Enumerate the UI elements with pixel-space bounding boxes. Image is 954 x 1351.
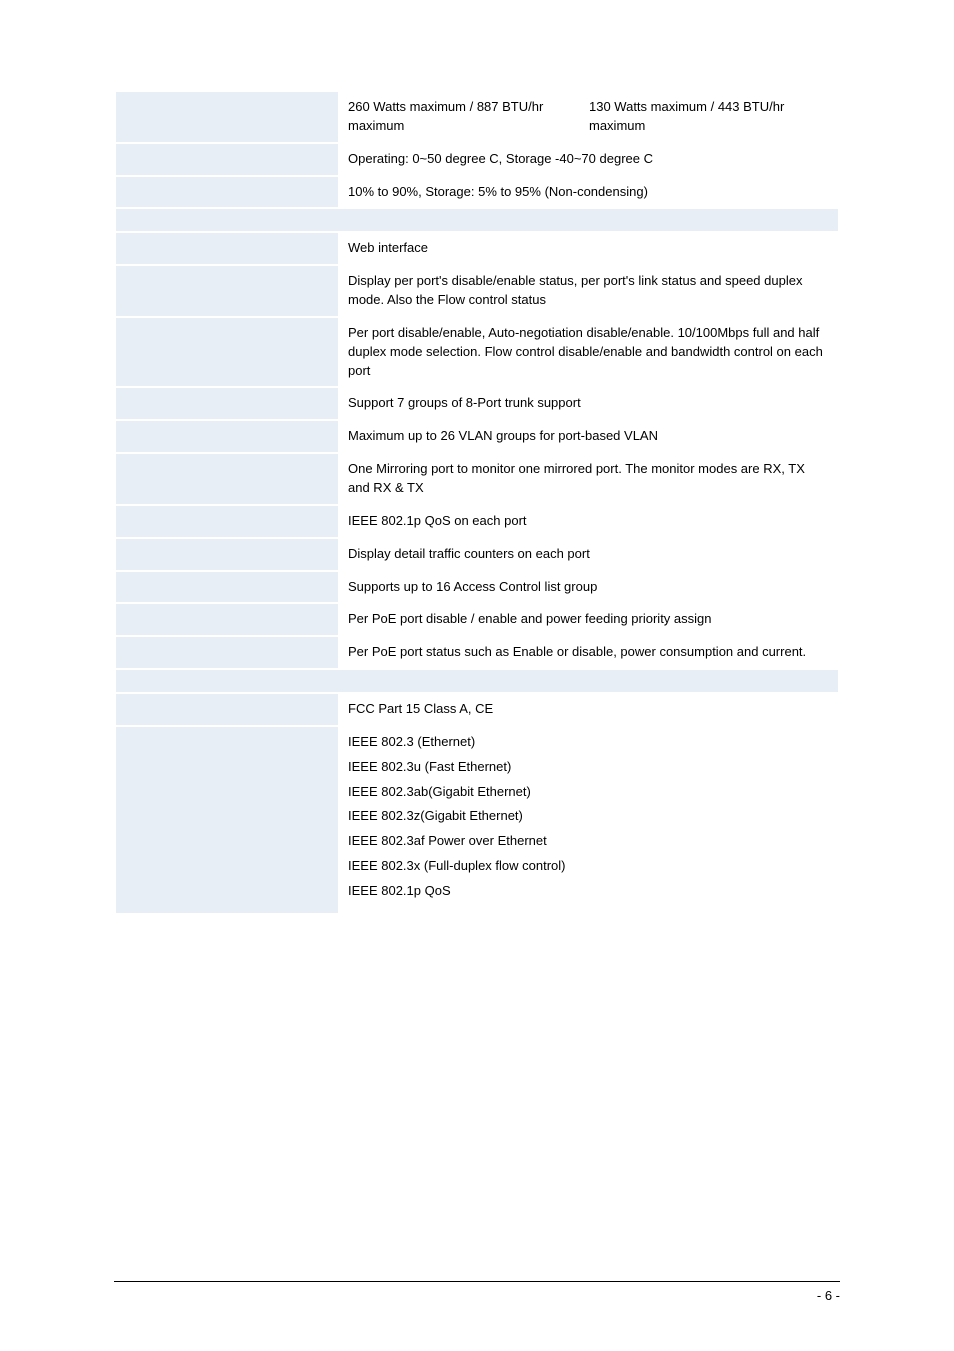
label-cell xyxy=(115,232,339,265)
spec-table: 260 Watts maximum / 887 BTU/hr maximum 1… xyxy=(114,90,840,915)
value-cell: FCC Part 15 Class A, CE xyxy=(339,693,839,726)
table-row: One Mirroring port to monitor one mirror… xyxy=(115,453,839,505)
table-row: IEEE 802.1p QoS on each port xyxy=(115,505,839,538)
table-row: Per PoE port disable / enable and power … xyxy=(115,603,839,636)
table-row: Support 7 groups of 8-Port trunk support xyxy=(115,387,839,420)
label-cell xyxy=(115,176,339,209)
label-cell xyxy=(115,571,339,604)
value-cell: Per port disable/enable, Auto-negotiatio… xyxy=(339,317,839,388)
standards-list: IEEE 802.3 (Ethernet) IEEE 802.3u (Fast … xyxy=(348,733,830,901)
value-cell: Web interface xyxy=(339,232,839,265)
label-cell xyxy=(115,538,339,571)
table-row: Per PoE port status such as Enable or di… xyxy=(115,636,839,669)
section-header-row xyxy=(115,669,839,693)
value-cell: Support 7 groups of 8-Port trunk support xyxy=(339,387,839,420)
table-row: IEEE 802.3 (Ethernet) IEEE 802.3u (Fast … xyxy=(115,726,839,914)
label-cell xyxy=(115,91,339,143)
power-col2: 130 Watts maximum / 443 BTU/hr maximum xyxy=(589,98,830,136)
value-cell: Operating: 0~50 degree C, Storage -40~70… xyxy=(339,143,839,176)
list-item: IEEE 802.3x (Full-duplex flow control) xyxy=(348,857,830,876)
label-cell xyxy=(115,636,339,669)
table-row: 260 Watts maximum / 887 BTU/hr maximum 1… xyxy=(115,91,839,143)
list-item: IEEE 802.3af Power over Ethernet xyxy=(348,832,830,851)
page-number: - 6 - xyxy=(817,1288,840,1303)
list-item: IEEE 802.3 (Ethernet) xyxy=(348,733,830,752)
table-row: Supports up to 16 Access Control list gr… xyxy=(115,571,839,604)
page-container: 260 Watts maximum / 887 BTU/hr maximum 1… xyxy=(0,0,954,915)
page-footer: - 6 - xyxy=(114,1281,840,1303)
table-row: Web interface xyxy=(115,232,839,265)
label-cell xyxy=(115,143,339,176)
label-cell xyxy=(115,505,339,538)
table-row: Operating: 0~50 degree C, Storage -40~70… xyxy=(115,143,839,176)
label-cell xyxy=(115,603,339,636)
label-cell xyxy=(115,453,339,505)
list-item: IEEE 802.3u (Fast Ethernet) xyxy=(348,758,830,777)
table-row: Per port disable/enable, Auto-negotiatio… xyxy=(115,317,839,388)
list-item: IEEE 802.1p QoS xyxy=(348,882,830,901)
label-cell xyxy=(115,317,339,388)
label-cell xyxy=(115,726,339,914)
section-header-cell xyxy=(115,669,839,693)
value-cell: Per PoE port status such as Enable or di… xyxy=(339,636,839,669)
label-cell xyxy=(115,420,339,453)
list-item: IEEE 802.3z(Gigabit Ethernet) xyxy=(348,807,830,826)
power-col1: 260 Watts maximum / 887 BTU/hr maximum xyxy=(348,98,589,136)
section-header-row xyxy=(115,208,839,232)
table-row: Maximum up to 26 VLAN groups for port-ba… xyxy=(115,420,839,453)
value-cell: Maximum up to 26 VLAN groups for port-ba… xyxy=(339,420,839,453)
list-item: IEEE 802.3ab(Gigabit Ethernet) xyxy=(348,783,830,802)
table-row: Display per port's disable/enable status… xyxy=(115,265,839,317)
table-row: FCC Part 15 Class A, CE xyxy=(115,693,839,726)
value-cell: 260 Watts maximum / 887 BTU/hr maximum 1… xyxy=(339,91,839,143)
section-header-cell xyxy=(115,208,839,232)
value-cell: IEEE 802.3 (Ethernet) IEEE 802.3u (Fast … xyxy=(339,726,839,914)
value-cell: One Mirroring port to monitor one mirror… xyxy=(339,453,839,505)
value-cell: Display per port's disable/enable status… xyxy=(339,265,839,317)
value-cell: Per PoE port disable / enable and power … xyxy=(339,603,839,636)
value-cell: IEEE 802.1p QoS on each port xyxy=(339,505,839,538)
table-row: 10% to 90%, Storage: 5% to 95% (Non-cond… xyxy=(115,176,839,209)
value-cell: Supports up to 16 Access Control list gr… xyxy=(339,571,839,604)
value-cell: Display detail traffic counters on each … xyxy=(339,538,839,571)
label-cell xyxy=(115,265,339,317)
table-row: Display detail traffic counters on each … xyxy=(115,538,839,571)
value-cell: 10% to 90%, Storage: 5% to 95% (Non-cond… xyxy=(339,176,839,209)
label-cell xyxy=(115,387,339,420)
label-cell xyxy=(115,693,339,726)
